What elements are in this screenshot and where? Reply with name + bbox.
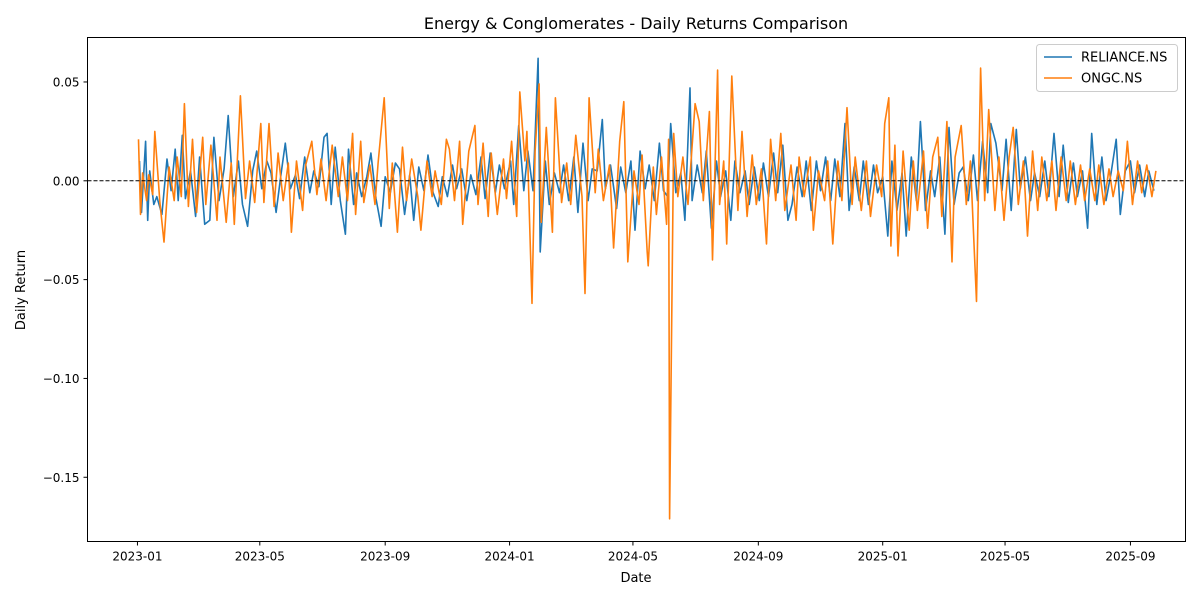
- x-tick-label: 2023-09: [360, 550, 410, 564]
- plot-frame: [87, 37, 1186, 542]
- chart-title: Energy & Conglomerates - Daily Returns C…: [424, 14, 848, 33]
- legend-label-reliance: RELIANCE.NS: [1081, 51, 1167, 66]
- x-axis: 2023-01 2023-05 2023-09 2024-01 2024-05 2024-…: [112, 541, 1156, 564]
- x-tick-label: 2025-05: [980, 550, 1030, 564]
- x-tick-label: 2025-01: [858, 550, 908, 564]
- x-axis-label: Date: [620, 571, 651, 586]
- y-axis: 0.05 0.00 −0.05 −0.10 −0.15: [43, 75, 88, 485]
- series-line-ongc-ns: [137, 67, 1157, 520]
- legend-label-ongc: ONGC.NS: [1081, 72, 1142, 87]
- y-tick-label: 0.00: [53, 174, 80, 188]
- x-tick-label: 2023-05: [235, 550, 285, 564]
- legend: RELIANCE.NS ONGC.NS: [1036, 44, 1178, 92]
- y-tick-label: −0.10: [43, 372, 80, 386]
- y-axis-label: Daily Return: [14, 250, 29, 330]
- plot-area: [87, 57, 1186, 520]
- x-tick-label: 2024-05: [608, 550, 658, 564]
- y-tick-label: −0.05: [43, 273, 80, 287]
- y-tick-label: 0.05: [53, 75, 80, 89]
- x-tick-label: 2025-09: [1105, 550, 1155, 564]
- x-tick-label: 2024-09: [733, 550, 783, 564]
- x-tick-label: 2023-01: [112, 550, 162, 564]
- y-tick-label: −0.15: [43, 471, 80, 485]
- x-tick-label: 2024-01: [485, 550, 535, 564]
